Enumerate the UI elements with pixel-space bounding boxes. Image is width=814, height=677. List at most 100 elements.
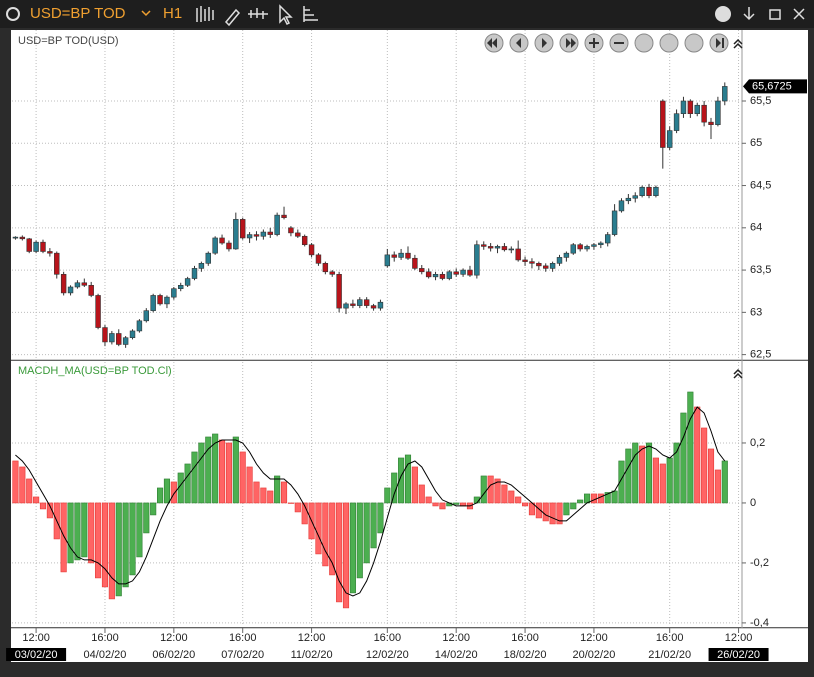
candle-body	[604, 234, 611, 244]
price-title: USD=BP TOD(USD)	[18, 35, 119, 47]
histogram-bar	[60, 502, 67, 573]
histogram-bar	[74, 502, 81, 561]
histogram-bar	[721, 460, 728, 504]
histogram-bar	[19, 466, 26, 504]
candle-body	[95, 295, 101, 328]
histogram-bar	[563, 502, 570, 516]
histogram-bar	[707, 448, 715, 504]
timeframe[interactable]: H1	[163, 5, 182, 22]
zoom-box[interactable]	[634, 33, 654, 53]
x-date-label: 11/02/20	[291, 649, 333, 661]
candle-body	[219, 237, 225, 244]
candle-body	[453, 271, 459, 275]
y-tick-label: 0	[750, 497, 756, 509]
glyph	[542, 38, 547, 48]
histogram-bar	[618, 460, 625, 504]
histogram-bar	[287, 502, 294, 504]
last-price-label: 65,6725	[752, 80, 792, 92]
histogram-bar	[694, 406, 701, 504]
restore-button[interactable]	[769, 9, 781, 20]
cursor-icon[interactable]	[279, 4, 293, 26]
candle-body	[694, 104, 700, 114]
x-tick-label: 12:00	[442, 632, 470, 644]
histogram-bar	[157, 487, 164, 504]
histogram-bar	[673, 442, 680, 504]
histogram-bar	[597, 493, 604, 504]
y-tick-label: 63	[750, 306, 762, 318]
fit-all[interactable]	[684, 33, 704, 53]
histogram-bar	[108, 502, 115, 600]
candle-body	[122, 337, 129, 345]
collapse-price[interactable]	[733, 38, 743, 49]
candle-body	[701, 104, 707, 123]
y-tick-label: 64	[750, 222, 762, 234]
download-icon[interactable]	[743, 7, 755, 21]
histogram-bar	[632, 442, 639, 504]
candle-body	[205, 252, 211, 264]
histogram-bar	[150, 502, 157, 516]
candle-body	[529, 261, 535, 264]
x-date-label: 03/02/20	[15, 649, 58, 661]
indicator-icon[interactable]	[248, 8, 268, 19]
candle-body	[350, 303, 356, 306]
draw-icon[interactable]	[224, 8, 241, 27]
y-tick-label: -0,4	[750, 617, 769, 629]
histogram-bar	[453, 502, 460, 505]
candle-body	[81, 282, 88, 286]
histogram-bar	[522, 502, 529, 507]
histogram-bar	[418, 484, 425, 504]
symbol-dropdown[interactable]	[141, 10, 151, 17]
candle-body	[274, 214, 280, 235]
x-date-label: 07/02/20	[221, 649, 264, 661]
histogram-bar	[439, 502, 446, 510]
layout-icon[interactable]	[303, 6, 318, 22]
candle-body	[543, 265, 549, 269]
status-icon[interactable]	[6, 7, 20, 21]
histogram-bar	[384, 487, 391, 504]
candle-body	[184, 278, 191, 286]
collapse-macd[interactable]	[733, 368, 743, 379]
histogram-bar	[577, 499, 584, 504]
candle-body	[687, 100, 694, 114]
candle-body	[715, 100, 721, 125]
histogram-bar	[652, 457, 659, 504]
fit-x[interactable]	[659, 33, 679, 53]
y-tick-label: 0,2	[750, 437, 765, 449]
candle-body	[467, 269, 473, 276]
histogram-bar	[95, 502, 102, 579]
candle-body	[60, 274, 67, 294]
candle-body	[12, 236, 19, 239]
candle-body	[591, 244, 597, 247]
last-price-marker	[743, 79, 807, 94]
histogram-bar	[701, 427, 708, 504]
candle-body	[563, 252, 570, 258]
histogram-bar	[246, 466, 253, 504]
candle-body	[357, 299, 363, 306]
candles-icon[interactable]	[196, 6, 214, 22]
toolbar-icons[interactable]	[196, 4, 318, 27]
candle-body	[536, 263, 542, 267]
price-panel	[11, 30, 808, 360]
close-button[interactable]	[793, 8, 805, 20]
symbol[interactable]: USD=BP TOD	[30, 5, 126, 22]
x-tick-label: 16:00	[229, 632, 257, 644]
histogram-bar	[136, 502, 143, 558]
nav-glyphs	[487, 38, 724, 48]
glyph	[566, 38, 576, 48]
histogram-bar	[301, 502, 308, 525]
glyph	[716, 38, 724, 48]
candle-body	[412, 257, 418, 269]
candle-body	[239, 219, 246, 239]
histogram-bar	[625, 448, 632, 504]
currency-icon[interactable]	[715, 6, 731, 22]
candle-body	[288, 227, 294, 234]
histogram-bar	[322, 502, 329, 567]
histogram-bar	[101, 502, 109, 588]
macd-title: MACDH_MA(USD=BP TOD.Cl)	[18, 365, 172, 377]
candle-body	[708, 121, 714, 125]
candle-body	[722, 86, 728, 102]
candle-body	[639, 186, 645, 196]
histogram-bar	[122, 502, 129, 588]
histogram-bar	[33, 496, 40, 504]
